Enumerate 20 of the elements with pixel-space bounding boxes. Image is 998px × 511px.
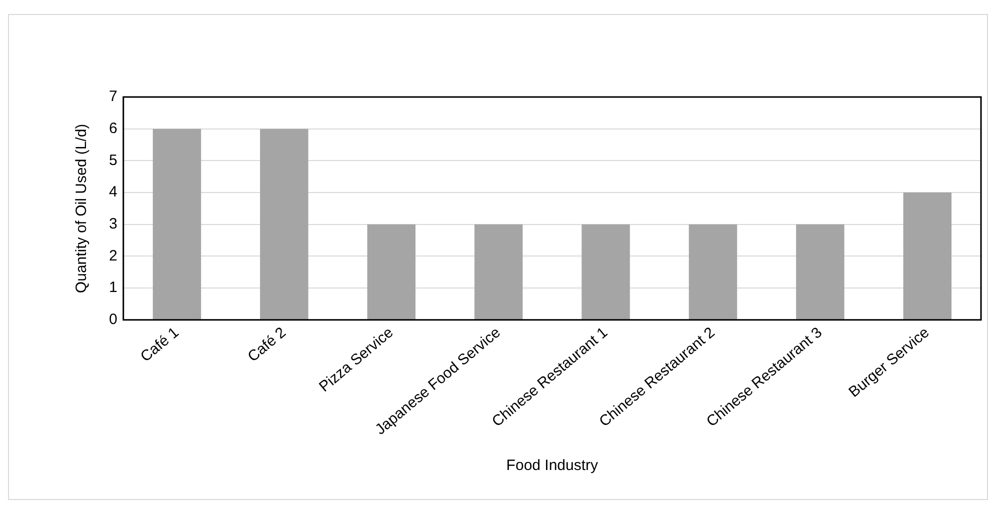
y-tick-label: 2 (109, 247, 118, 264)
bar (152, 128, 202, 320)
bar (367, 224, 416, 320)
y-axis-title: Quantity of Oil Used (L/d) (73, 124, 90, 294)
bar (688, 224, 738, 320)
y-tick-label: 7 (109, 88, 118, 106)
bar (582, 224, 630, 320)
y-tick-label: 3 (109, 216, 118, 233)
y-tick-label: 5 (109, 152, 118, 169)
y-tick-label: 0 (109, 311, 118, 328)
x-tick-label: Café 2 (244, 324, 290, 366)
bar (903, 192, 952, 320)
x-tick-label: Café 1 (137, 324, 182, 366)
x-axis-title: Food Industry (506, 457, 599, 474)
y-tick-label: 1 (109, 279, 118, 296)
y-tick-label: 6 (109, 120, 118, 137)
bar (260, 128, 308, 320)
y-tick-label: 4 (109, 184, 118, 201)
bar (474, 224, 523, 320)
bar (796, 224, 844, 320)
